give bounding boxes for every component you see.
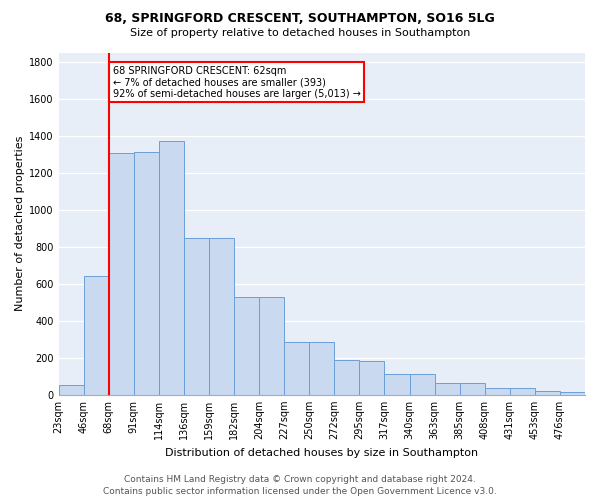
Text: Size of property relative to detached houses in Southampton: Size of property relative to detached ho… bbox=[130, 28, 470, 38]
Y-axis label: Number of detached properties: Number of detached properties bbox=[15, 136, 25, 312]
Text: Contains HM Land Registry data © Crown copyright and database right 2024.
Contai: Contains HM Land Registry data © Crown c… bbox=[103, 474, 497, 496]
Bar bbox=[309, 342, 334, 395]
Bar bbox=[385, 374, 410, 395]
Bar bbox=[59, 384, 84, 395]
Bar bbox=[359, 360, 385, 395]
Bar bbox=[434, 383, 460, 395]
Bar bbox=[159, 142, 184, 395]
Text: 68, SPRINGFORD CRESCENT, SOUTHAMPTON, SO16 5LG: 68, SPRINGFORD CRESCENT, SOUTHAMPTON, SO… bbox=[105, 12, 495, 26]
Bar bbox=[460, 383, 485, 395]
Text: 68 SPRINGFORD CRESCENT: 62sqm
← 7% of detached houses are smaller (393)
92% of s: 68 SPRINGFORD CRESCENT: 62sqm ← 7% of de… bbox=[113, 66, 361, 98]
Bar bbox=[410, 374, 434, 395]
Bar bbox=[84, 276, 109, 395]
X-axis label: Distribution of detached houses by size in Southampton: Distribution of detached houses by size … bbox=[165, 448, 478, 458]
Bar bbox=[134, 152, 159, 395]
Bar bbox=[184, 238, 209, 395]
Bar bbox=[109, 154, 134, 395]
Bar bbox=[234, 296, 259, 395]
Bar bbox=[284, 342, 309, 395]
Bar bbox=[485, 388, 510, 395]
Bar bbox=[209, 238, 234, 395]
Bar bbox=[535, 391, 560, 395]
Bar bbox=[510, 388, 535, 395]
Bar bbox=[259, 296, 284, 395]
Bar bbox=[334, 360, 359, 395]
Bar bbox=[560, 392, 585, 395]
